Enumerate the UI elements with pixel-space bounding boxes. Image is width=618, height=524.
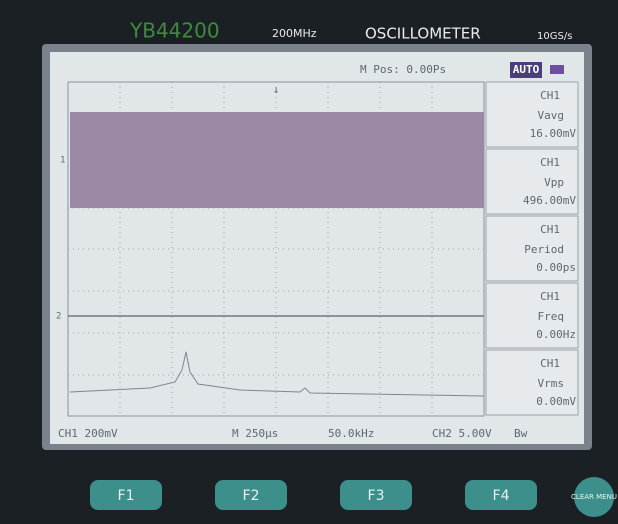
ch2-scale: CH2 5.00V <box>432 427 492 440</box>
button-label[interactable]: CLEAR MENU <box>571 493 617 501</box>
measurement-label: Period <box>524 243 564 256</box>
frequency: 50.0kHz <box>328 427 374 440</box>
position: M Pos: 0.00Ps <box>360 63 446 76</box>
bandwidth: 200MHz <box>272 27 317 40</box>
channel-marker: 2 <box>56 312 61 322</box>
channel-marker: 1 <box>60 156 65 166</box>
ch1-scale: CH1 200mV <box>58 427 118 440</box>
button-label[interactable]: F2 <box>243 488 260 504</box>
mode: AUTO <box>513 63 540 76</box>
trigger-marker: ↓ <box>273 83 280 96</box>
measurement-panel: CH1 Vavg 16.00mV CH1 Vpp 496.00mV CH1 Period 0.0… <box>486 82 578 415</box>
measurement-value: 16.00mV <box>530 127 577 140</box>
battery <box>550 65 564 74</box>
sample-rate: 10GS/s <box>537 31 572 42</box>
button-label[interactable]: F3 <box>368 488 385 504</box>
button-label[interactable]: F1 <box>118 488 135 504</box>
measurement-value: 0.00ps <box>536 261 576 274</box>
measurement-value: 0.00Hz <box>536 328 576 341</box>
oscilloscope: YB44200 200MHz OSCILLOMETER 10GS/s M Pos… <box>0 0 618 524</box>
measurement-value: 496.00mV <box>523 194 576 207</box>
device-name: OSCILLOMETER <box>365 25 481 43</box>
measurement-channel: CH1 <box>540 89 560 102</box>
timebase: M 250μs <box>232 427 278 440</box>
button-label[interactable]: F4 <box>493 488 510 504</box>
measurement-value: 0.00mV <box>536 395 576 408</box>
measurement-label: Freq <box>538 310 565 323</box>
measurement-channel: CH1 <box>540 156 560 169</box>
measurement-channel: CH1 <box>540 290 560 303</box>
model: YB44200 <box>129 19 220 43</box>
measurement-label: Vpp <box>544 176 564 189</box>
measurement-label: Vrms <box>538 377 565 390</box>
measurement-channel: CH1 <box>540 223 560 236</box>
measurement-channel: CH1 <box>540 357 560 370</box>
measurement-label: Vavg <box>538 109 565 122</box>
bandwidth-limit: Bw <box>514 427 528 440</box>
ch1-waveform <box>70 112 484 208</box>
